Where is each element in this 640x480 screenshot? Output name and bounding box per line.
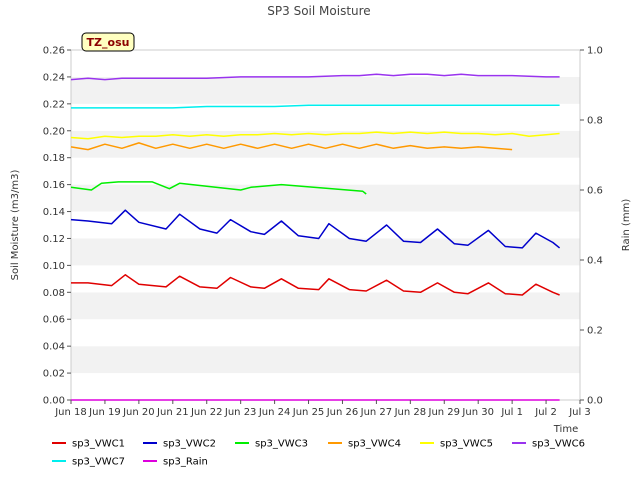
x-tick-label: Jun 27 [360, 407, 393, 418]
grid-band [71, 319, 580, 347]
legend-item-sp3-vwc1: sp3_VWC1 [52, 439, 125, 450]
x-tick-label: Jun 24 [258, 407, 291, 418]
y-tick-label: 0.26 [43, 46, 65, 57]
x-tick-label: Jun 30 [461, 407, 494, 418]
y2-axis-label: Rain (mm) [621, 199, 632, 252]
tz-badge-box [81, 32, 135, 52]
legend-item-sp3-vwc4: sp3_VWC4 [328, 439, 401, 450]
grid-band [71, 50, 580, 77]
x-tick-label: Jul 3 [568, 407, 591, 418]
legend-label: sp3_VWC6 [532, 439, 585, 450]
legend-item-sp3-vwc7: sp3_VWC7 [52, 457, 125, 468]
series-line-sp3-vwc3 [70, 181, 367, 195]
x-tick-label: Jun 21 [156, 407, 189, 418]
legend-item-sp3-vwc2: sp3_VWC2 [143, 439, 216, 450]
y2-tick-label: 0.0 [587, 396, 603, 407]
legend-label: sp3_VWC4 [348, 439, 401, 450]
y2-tick-label: 0.8 [587, 116, 603, 127]
chart-title: SP3 Soil Moisture [267, 4, 370, 18]
tz-badge: TZ_osu [81, 32, 135, 52]
axes: 0.00 0.02 0.04 0.06 0.08 0.10 0.12 0.14 0.16 0.18… [43, 46, 603, 419]
x-tick-label: Jun 28 [394, 407, 427, 418]
y-tick-label: 0.08 [43, 288, 65, 299]
x-tick-label: Jun 23 [224, 407, 257, 418]
tz-badge-text: TZ_osu [87, 36, 130, 49]
x-tick-label: Jun 29 [428, 407, 461, 418]
y-tick-label: 0.04 [43, 342, 65, 353]
y-tick-label: 0.20 [43, 126, 65, 137]
x-tick-label: Jun 26 [326, 407, 359, 418]
grid-band [71, 238, 580, 266]
y-axis-label: Soil Moisture (m3/m3) [10, 170, 21, 281]
x-tick-label: Jun 18 [54, 407, 87, 418]
series-line-sp3-vwc4 [70, 142, 513, 151]
series-line-sp3-vwc1 [71, 274, 560, 296]
grid-band [71, 157, 580, 185]
y-tick-label: 0.14 [43, 207, 65, 218]
x-tick-label: Jun 19 [88, 407, 121, 418]
y2-tick-label: 0.6 [587, 186, 603, 197]
legend-label: sp3_VWC2 [163, 439, 216, 450]
y2-tick-label: 1.0 [587, 46, 603, 57]
grid-band [71, 346, 580, 374]
x-tick-label: Jun 25 [292, 407, 325, 418]
legend-label: sp3_VWC7 [72, 457, 125, 468]
grid-band [71, 292, 580, 320]
legend-item-sp3-rain: sp3_Rain [143, 457, 208, 468]
y2-tick-label: 0.2 [587, 326, 603, 337]
legend-label: sp3_VWC3 [255, 439, 308, 450]
legend-item-sp3-vwc6: sp3_VWC6 [512, 439, 585, 450]
legend-item-sp3-vwc5: sp3_VWC5 [420, 439, 493, 450]
grid-band [71, 373, 580, 400]
y-tick-label: 0.22 [43, 99, 65, 110]
y-tick-label: 0.18 [43, 153, 65, 164]
series-line-sp3-vwc2 [70, 209, 561, 249]
x-tick-label: Jul 2 [534, 407, 557, 418]
grid-band [71, 76, 580, 104]
legend: sp3_VWC1 sp3_VWC2 sp3_VWC3 sp3_VWC4 sp3_VWC5… [52, 439, 585, 468]
x-tick-label: Jul 1 [500, 407, 523, 418]
x-tick-label: Jun 20 [122, 407, 155, 418]
grid-band [71, 184, 580, 212]
y-tick-label: 0.24 [43, 72, 65, 83]
grid-band [71, 265, 580, 293]
series-layer [70, 73, 561, 401]
y-tick-label: 0.12 [43, 234, 65, 245]
y-tick-label: 0.06 [43, 315, 65, 326]
grid-bands [71, 50, 580, 400]
y-tick-label: 0.00 [43, 396, 65, 407]
y-tick-label: 0.16 [43, 180, 65, 191]
legend-label: sp3_Rain [163, 457, 208, 468]
y-tick-label: 0.10 [43, 261, 65, 272]
x-axis-label: Time [553, 424, 578, 435]
legend-item-sp3-vwc3: sp3_VWC3 [235, 439, 308, 450]
series-line-sp3-vwc7 [71, 104, 560, 109]
series-line-sp3-vwc5 [70, 131, 560, 140]
x-tick-label: Jun 22 [190, 407, 223, 418]
legend-label: sp3_VWC1 [72, 439, 125, 450]
y-tick-label: 0.02 [43, 369, 65, 380]
y2-tick-label: 0.4 [587, 256, 603, 267]
grid-band [71, 211, 580, 239]
series-line-sp3-vwc6 [70, 73, 560, 81]
legend-label: sp3_VWC5 [440, 439, 493, 450]
